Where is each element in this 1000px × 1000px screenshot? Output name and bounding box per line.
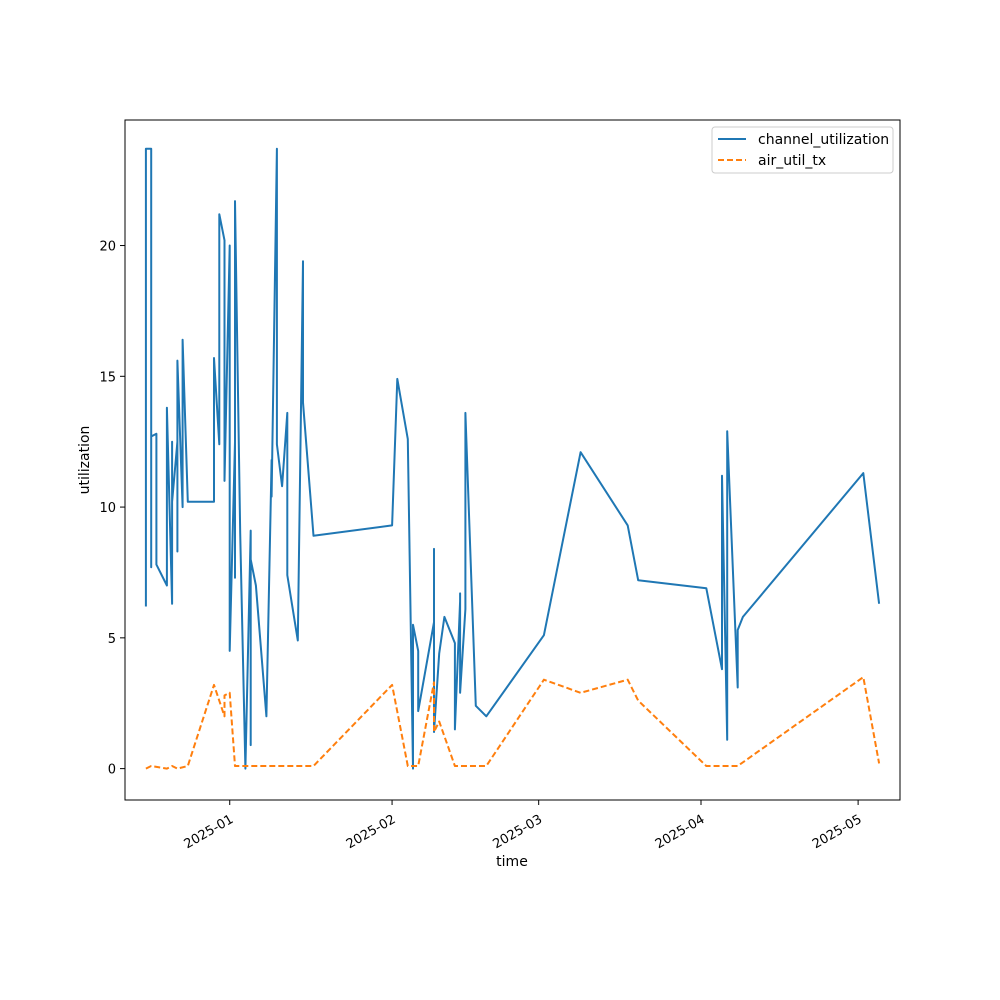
y-tick-label: 0 <box>108 763 116 778</box>
y-axis-title: utilization <box>77 426 93 495</box>
y-tick-label: 20 <box>99 240 116 255</box>
legend-box <box>711 126 894 174</box>
y-tick-label: 5 <box>108 632 116 647</box>
legend-label-air-util-tx: air_util_tx <box>758 153 826 169</box>
legend-label-channel-utilization: channel_utilization <box>758 132 889 148</box>
plot-frame <box>124 119 901 801</box>
legend: channel_utilization air_util_tx <box>711 126 894 174</box>
series-line-channel-utilization <box>144 147 881 770</box>
y-tick-label: 15 <box>99 370 116 385</box>
y-tick-label: 10 <box>99 501 116 516</box>
y-axis: 0 5 10 15 20 <box>99 240 125 778</box>
series-line-air-util-tx <box>145 676 881 770</box>
series-layer <box>144 147 881 770</box>
x-axis-title: time <box>496 854 528 870</box>
